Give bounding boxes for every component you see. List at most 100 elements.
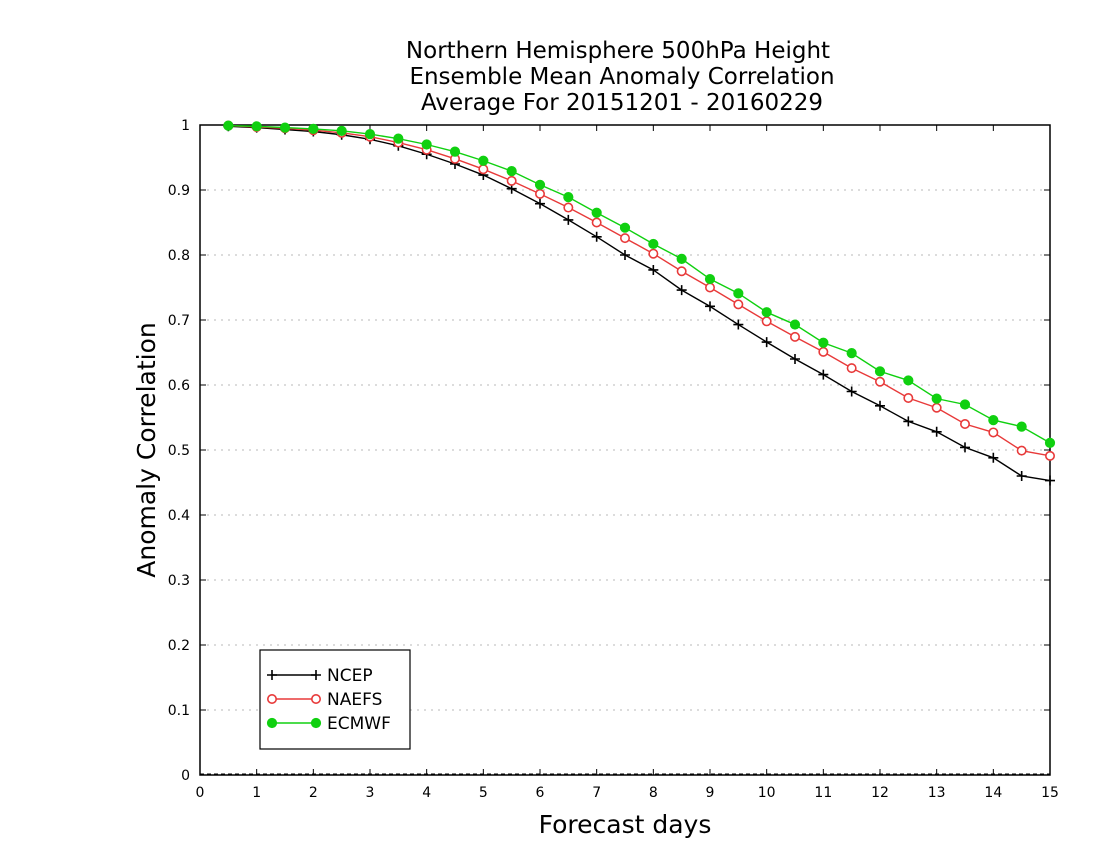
series-line-naefs	[228, 124, 1051, 457]
title-line-1: Northern Hemisphere 500hPa Height	[406, 38, 830, 64]
data-point-ecmwf	[903, 375, 914, 386]
legend-label-ncep: NCEP	[327, 666, 373, 686]
x-tick-label: 3	[366, 785, 375, 801]
y-tick-label: 0.3	[168, 573, 190, 589]
data-point-ecmwf	[846, 348, 857, 359]
data-point-ecmwf	[449, 146, 461, 157]
data-point-ncep	[1016, 471, 1027, 481]
data-point-ncep	[1045, 475, 1055, 486]
data-point-ecmwf	[223, 120, 234, 131]
data-point-naefs	[563, 202, 574, 213]
data-point-ncep	[620, 250, 630, 260]
y-tick-label: 0.5	[168, 443, 190, 459]
y-tick-label: 0.1	[168, 703, 190, 719]
legend-marker-naefs	[266, 693, 277, 704]
data-point-naefs	[733, 299, 744, 310]
data-point-ncep	[988, 452, 999, 463]
y-tick-label: 1	[181, 118, 190, 134]
series-layer	[223, 120, 1056, 486]
legend-label-ecmwf: ECMWF	[327, 714, 391, 734]
data-point-ecmwf	[818, 337, 829, 348]
data-point-ecmwf	[619, 222, 631, 233]
x-tick-label: 0	[196, 785, 205, 801]
data-point-naefs	[676, 266, 687, 277]
data-point-ecmwf	[789, 319, 801, 330]
y-tick-label: 0	[181, 768, 190, 784]
series-ecmwf	[223, 120, 1056, 448]
data-point-ncep	[563, 214, 574, 225]
data-point-ecmwf	[761, 307, 772, 318]
y-tick-label: 0.4	[168, 508, 190, 524]
legend-marker-ecmwf	[266, 717, 278, 729]
data-point-ncep	[705, 301, 715, 312]
data-point-ecmwf	[364, 129, 376, 140]
data-point-ncep	[761, 337, 772, 348]
data-point-naefs	[478, 164, 489, 175]
x-tick-label: 15	[1041, 785, 1059, 801]
x-tick-label: 13	[928, 785, 946, 801]
data-point-ecmwf	[534, 179, 546, 190]
data-point-ecmwf	[279, 122, 291, 133]
data-point-ecmwf	[874, 366, 886, 377]
data-point-ncep	[903, 416, 914, 427]
data-point-ncep	[818, 369, 829, 380]
data-point-ecmwf	[733, 288, 744, 299]
legend-marker-ecmwf	[310, 717, 322, 729]
data-point-ecmwf	[1044, 437, 1056, 448]
gridlines	[200, 189, 1050, 775]
data-point-ncep	[790, 354, 800, 364]
data-point-ecmwf	[506, 166, 517, 177]
data-point-naefs	[704, 282, 715, 293]
legend-item-ncep: NCEP	[267, 666, 373, 686]
data-point-ncep	[535, 198, 545, 209]
x-tick-label: 11	[814, 785, 832, 801]
series-ncep	[223, 121, 1055, 486]
plot-frame	[199, 124, 1051, 776]
data-point-naefs	[874, 376, 885, 387]
title-line-2: Ensemble Mean Anomaly Correlation	[409, 64, 834, 90]
legend: NCEP NAEFS ECMWF	[259, 649, 411, 750]
y-tick-label: 0.6	[168, 378, 190, 394]
data-point-ecmwf	[704, 273, 716, 285]
legend-label-naefs: NAEFS	[327, 690, 382, 710]
data-point-ncep	[676, 285, 687, 296]
data-point-ecmwf	[421, 139, 432, 150]
data-point-naefs	[619, 233, 630, 244]
data-point-ecmwf	[336, 125, 347, 136]
x-tick-label: 2	[309, 785, 318, 801]
y-axis-label: Anomaly Correlation	[132, 322, 161, 577]
data-point-ecmwf	[563, 192, 574, 203]
data-point-ncep	[960, 442, 970, 453]
y-tick-label: 0.9	[168, 183, 190, 199]
data-point-naefs	[1016, 445, 1027, 456]
x-tick-label: 5	[479, 785, 488, 801]
data-point-naefs	[931, 402, 942, 413]
data-point-naefs	[959, 418, 970, 429]
data-point-ecmwf	[648, 238, 659, 250]
data-point-naefs	[648, 248, 659, 259]
tick-labels: 00.10.20.30.40.50.60.70.80.910 1 2 3 4 5 6 7 8 9 1…	[168, 118, 1059, 801]
x-tick-label: 7	[592, 785, 601, 801]
chart-title: Northern Hemisphere 500hPa Height Ensemb…	[406, 38, 835, 116]
series-naefs	[223, 120, 1056, 461]
x-axis-label: Forecast days	[539, 810, 712, 839]
series-line-ecmwf	[228, 124, 1051, 444]
data-point-ncep	[846, 386, 857, 397]
data-point-ecmwf	[988, 415, 999, 426]
legend-marker-ncep	[311, 670, 321, 680]
x-tick-label: 1	[252, 785, 261, 801]
series-line-ncep	[228, 125, 1051, 482]
title-line-3: Average For 20151201 - 20160229	[421, 90, 823, 116]
data-point-ecmwf	[308, 123, 319, 134]
data-point-ecmwf	[478, 155, 489, 166]
x-tick-label: 9	[706, 785, 715, 801]
data-point-naefs	[903, 392, 914, 403]
data-point-naefs	[506, 175, 517, 186]
legend-marker-ncep	[267, 670, 277, 680]
data-point-ecmwf	[251, 121, 262, 132]
data-point-ecmwf	[393, 133, 404, 144]
y-tick-label: 0.7	[168, 313, 190, 329]
data-point-ecmwf	[676, 253, 687, 264]
y-tick-label: 0.8	[168, 248, 190, 264]
